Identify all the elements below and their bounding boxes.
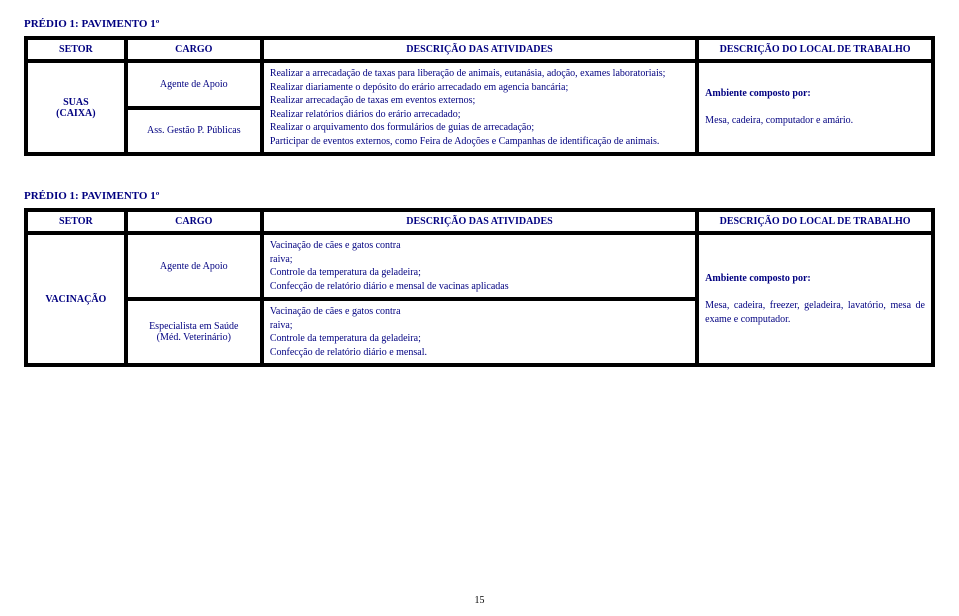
cargo-cell-2: Ass. Gestão P. Públicas [126, 108, 262, 155]
table-header-row: SETOR CARGO DESCRIÇÃO DAS ATIVIDADES DES… [26, 38, 933, 61]
local-label: Ambiente composto por: [705, 88, 811, 99]
local-body: Mesa, cadeira, computador e amário. [705, 115, 853, 126]
local-cell: Ambiente composto por: Mesa, cadeira, fr… [697, 233, 933, 365]
desc-cell: Realizar a arrecadação de taxas para lib… [262, 61, 697, 154]
setor-cell: SUAS (CAIXA) [26, 61, 126, 154]
table-row: SUAS (CAIXA) Agente de Apoio Realizar a … [26, 61, 933, 108]
cargo-cell-2: Especialista em Saúde (Méd. Veterinário) [126, 299, 262, 365]
setor-line1: SUAS [63, 97, 89, 108]
th-desc: DESCRIÇÃO DAS ATIVIDADES [262, 38, 697, 61]
th-desc: DESCRIÇÃO DAS ATIVIDADES [262, 210, 697, 233]
table-1: SETOR CARGO DESCRIÇÃO DAS ATIVIDADES DES… [24, 36, 935, 156]
th-setor: SETOR [26, 210, 126, 233]
section2-title: PRÉDIO 1: PAVIMENTO 1º [24, 190, 935, 202]
th-setor: SETOR [26, 38, 126, 61]
table-row: VACINAÇÃO Agente de Apoio Vacinação de c… [26, 233, 933, 299]
section1-title: PRÉDIO 1: PAVIMENTO 1º [24, 18, 935, 30]
page-number: 15 [0, 595, 959, 606]
desc-cell-2: Vacinação de cães e gatos contra raiva; … [262, 299, 697, 365]
th-local: DESCRIÇÃO DO LOCAL DE TRABALHO [697, 38, 933, 61]
table-2: SETOR CARGO DESCRIÇÃO DAS ATIVIDADES DES… [24, 208, 935, 367]
th-cargo: CARGO [126, 210, 262, 233]
th-cargo: CARGO [126, 38, 262, 61]
local-cell: Ambiente composto por: Mesa, cadeira, co… [697, 61, 933, 154]
cargo2-line2: (Méd. Veterinário) [157, 332, 231, 343]
desc-cell-1: Vacinação de cães e gatos contra raiva; … [262, 233, 697, 299]
cargo2-line1: Especialista em Saúde [149, 321, 238, 332]
local-body: Mesa, cadeira, freezer, geladeira, lavat… [705, 300, 925, 325]
setor-cell: VACINAÇÃO [26, 233, 126, 365]
cargo-cell-1: Agente de Apoio [126, 61, 262, 108]
local-label: Ambiente composto por: [705, 273, 811, 284]
setor-line2: (CAIXA) [56, 108, 95, 119]
cargo-cell-1: Agente de Apoio [126, 233, 262, 299]
th-local: DESCRIÇÃO DO LOCAL DE TRABALHO [697, 210, 933, 233]
table-header-row: SETOR CARGO DESCRIÇÃO DAS ATIVIDADES DES… [26, 210, 933, 233]
